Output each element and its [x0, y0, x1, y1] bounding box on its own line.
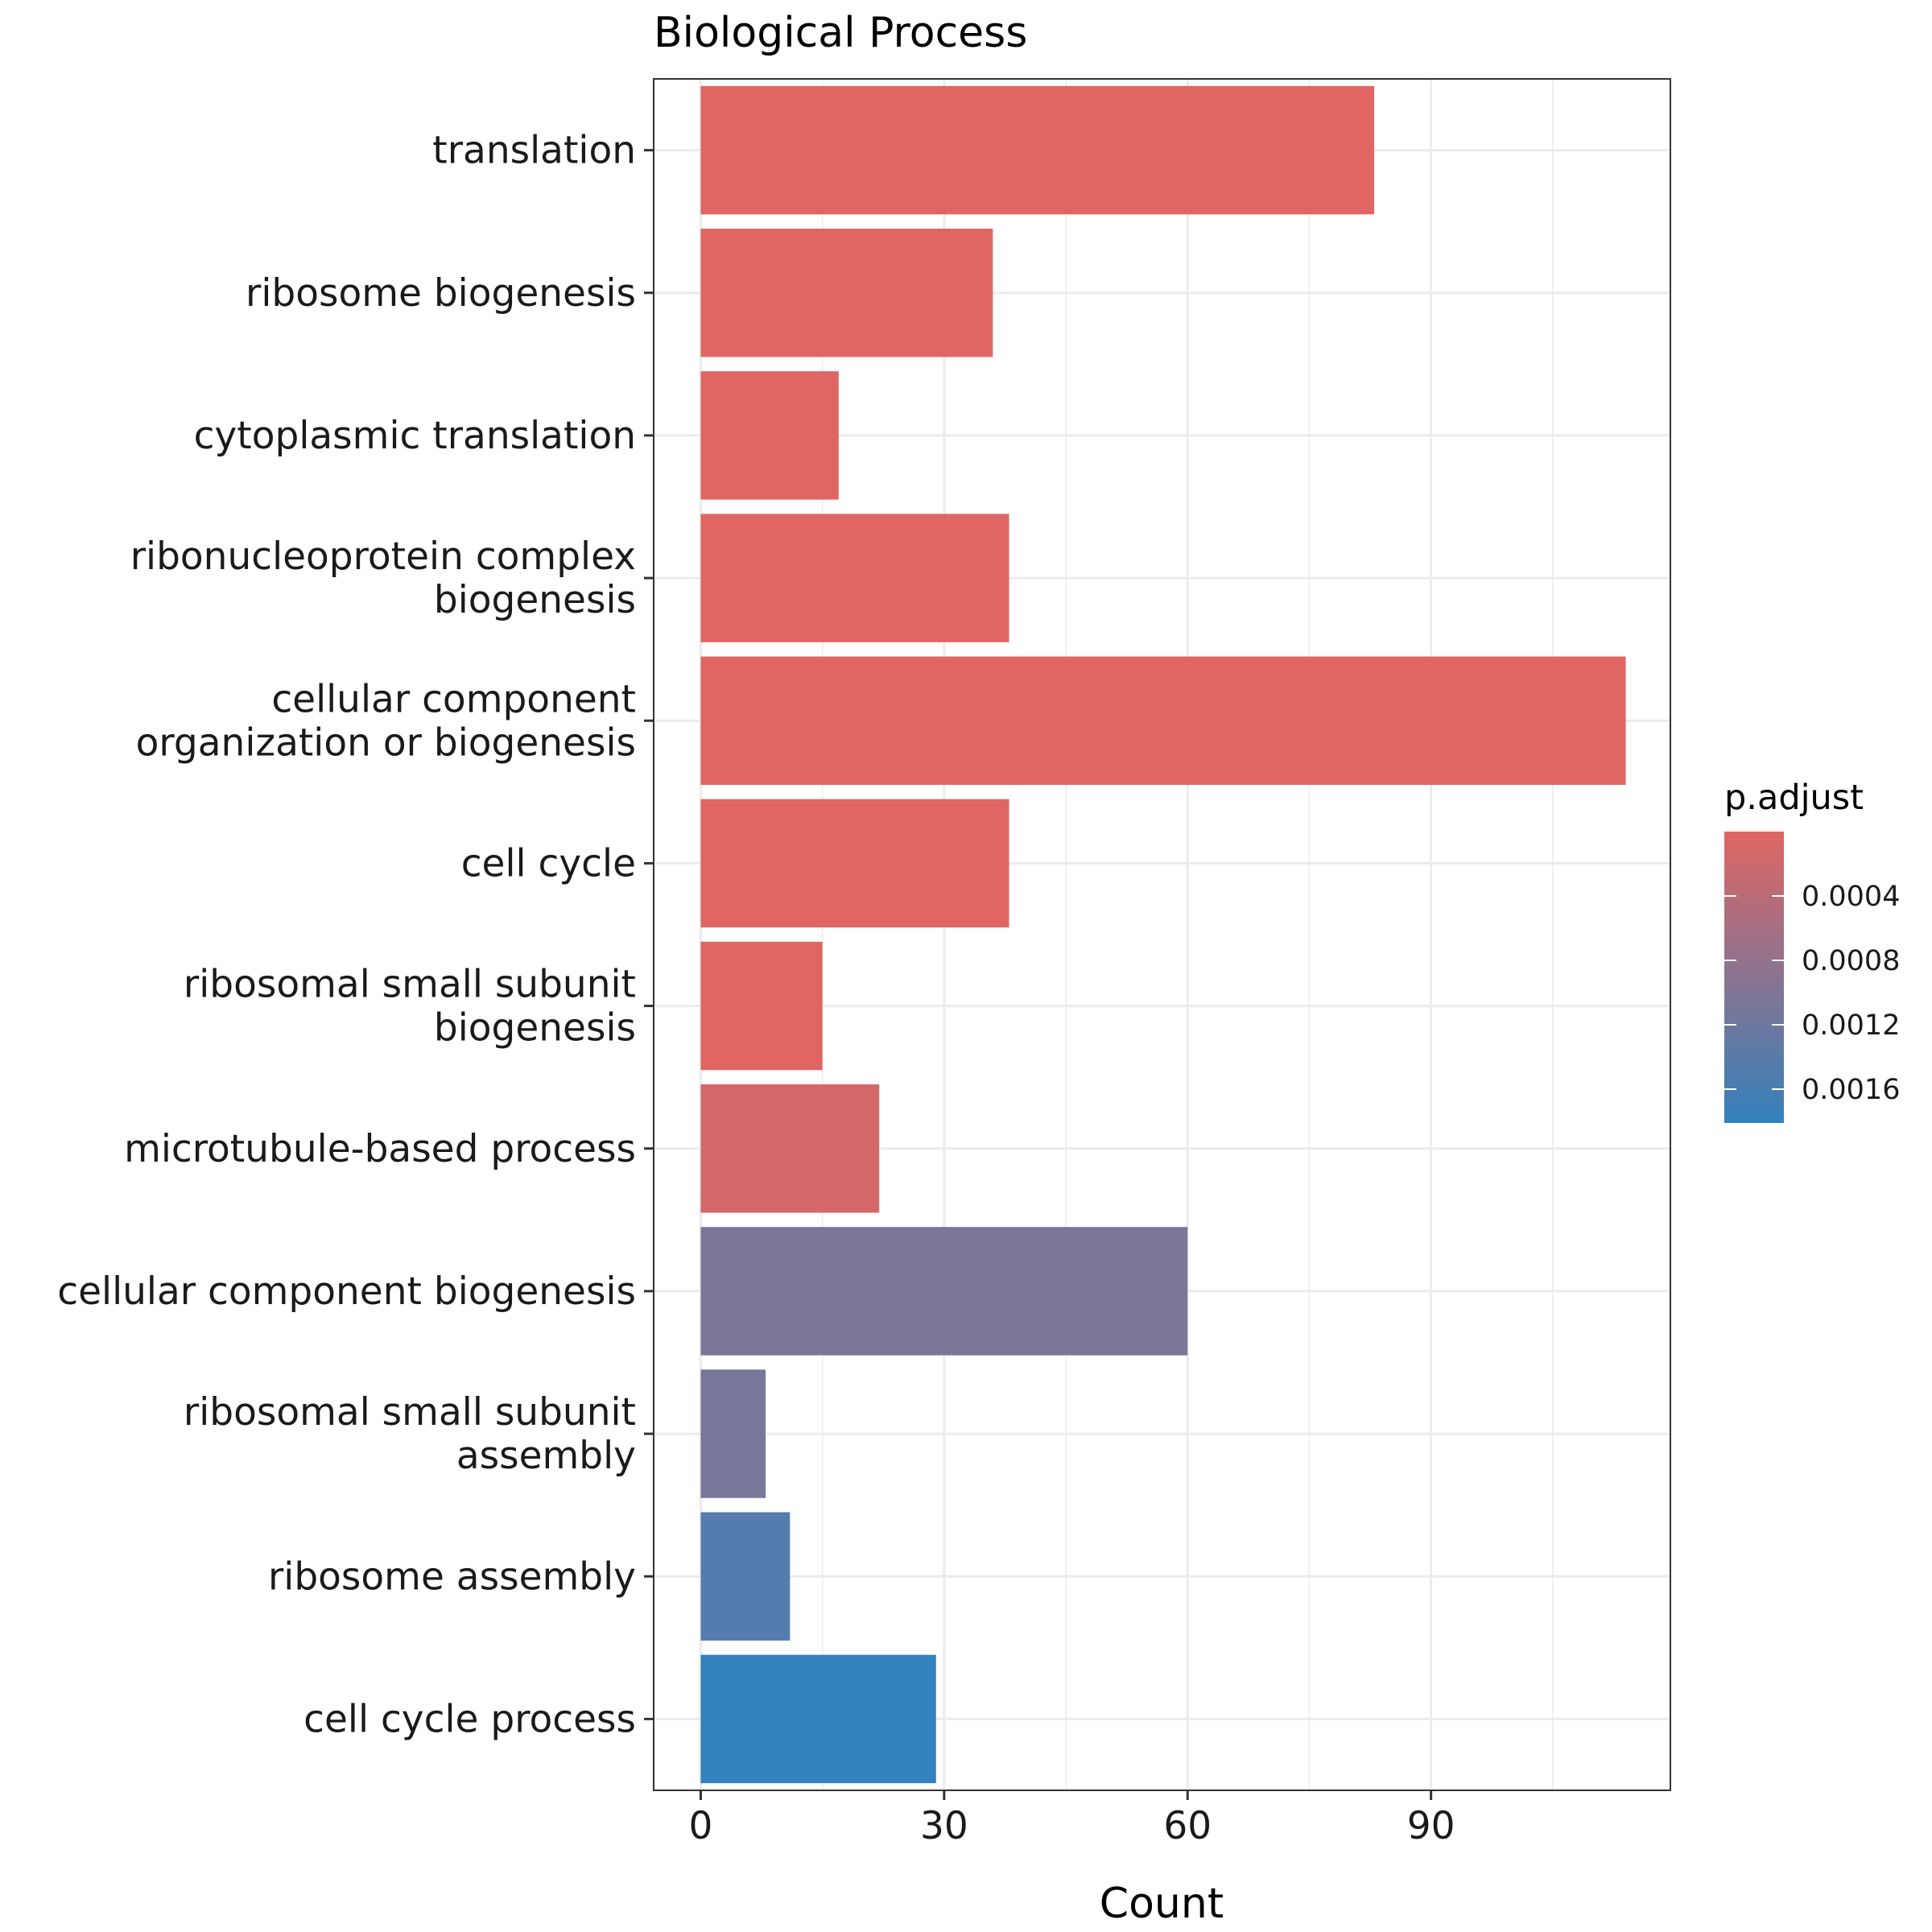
plot-panel: [653, 78, 1671, 1791]
x-tick-label: 30: [920, 1804, 968, 1848]
bar: [700, 1369, 766, 1498]
legend-tick-label: 0.0008: [1802, 945, 1900, 977]
chart-title: Biological Process: [654, 9, 1027, 57]
bar: [700, 514, 1009, 642]
bar: [700, 1227, 1188, 1356]
y-tick-label: ribosome assembly: [268, 1554, 636, 1599]
legend-tick-label: 0.0016: [1802, 1074, 1900, 1106]
legend-tick-label: 0.0012: [1802, 1009, 1900, 1042]
legend-ticks: 0.0004 0.0008 0.0012 0.0016: [1724, 881, 1900, 1106]
legend-colorbar: [1724, 832, 1784, 1123]
y-tick-label: cytoplasmic translation: [194, 414, 636, 458]
bar: [700, 656, 1626, 785]
plot-background: [654, 79, 1670, 1790]
bar: [700, 799, 1009, 928]
y-tick-label: cell cycle process: [303, 1697, 636, 1741]
x-tick-label: 60: [1163, 1804, 1212, 1848]
x-tick-label: 90: [1407, 1804, 1455, 1848]
legend: p.adjust 0.0004 0.0008 0.0012 0.0016: [1724, 778, 1900, 1123]
y-axis: translation ribosome biogenesis cytoplasmi…: [57, 129, 654, 1741]
y-tick-label: translation: [432, 129, 636, 173]
bar: [700, 1084, 880, 1213]
plot-border: [653, 78, 1671, 1791]
y-tick-label: ribosome biogenesis: [246, 271, 636, 316]
y-tick-label: microtubule-based process: [124, 1127, 636, 1171]
y-tick-label: cellular component biogenesis: [57, 1269, 636, 1314]
bar: [700, 229, 993, 357]
y-tick-label: ribosomal small subunit assembly: [184, 1390, 636, 1478]
x-axis: 0 30 60 90: [689, 1790, 1455, 1848]
y-tick-label: ribonucleoprotein complex biogenesis: [130, 535, 636, 622]
bar: [700, 1512, 791, 1641]
bar: [700, 1654, 936, 1784]
bars: [700, 85, 1626, 1784]
legend-tick-label: 0.0004: [1802, 881, 1900, 913]
legend-title: p.adjust: [1724, 778, 1864, 818]
x-tick-label: 0: [689, 1804, 713, 1848]
y-tick-label: cell cycle: [461, 841, 636, 886]
bar: [700, 941, 823, 1071]
y-tick-label: ribosomal small subunit biogenesis: [184, 963, 636, 1051]
bar: [700, 371, 839, 500]
y-tick-label: cellular component organization or biogen…: [136, 677, 636, 765]
bar: [700, 85, 1375, 215]
x-axis-title: Count: [1100, 1880, 1224, 1928]
